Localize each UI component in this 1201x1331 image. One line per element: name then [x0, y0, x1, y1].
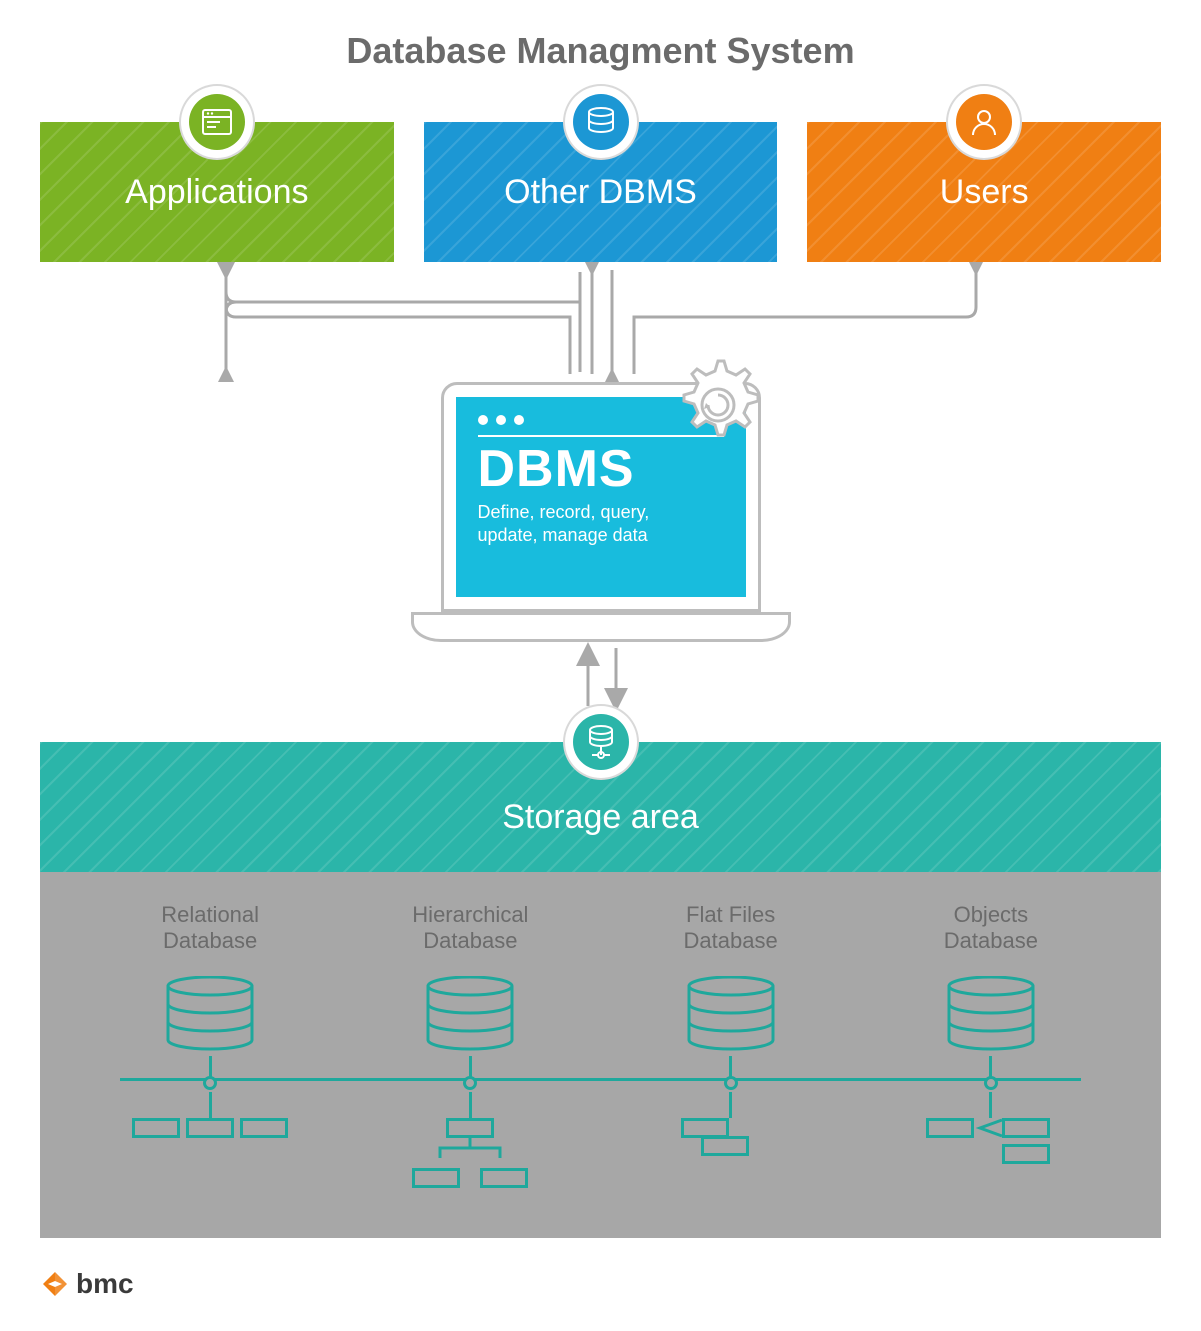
db-relational: Relational Database [100, 902, 320, 1188]
laptop-base [411, 612, 791, 642]
gear-icon [668, 355, 768, 455]
laptop-screen-frame: DBMS Define, record, query, update, mana… [441, 382, 761, 612]
user-icon [956, 94, 1012, 150]
top-boxes-row: Applications Other DBMS Users [40, 122, 1161, 262]
storage-header-label: Storage area [502, 798, 699, 837]
db-hierarchical: Hierarchical Database [360, 902, 580, 1188]
other-dbms-box: Other DBMS [424, 122, 778, 262]
bmc-logo-text: bmc [76, 1268, 134, 1300]
circle-badge [181, 86, 253, 158]
top-arrows [40, 262, 1161, 382]
applications-label: Applications [125, 173, 308, 212]
database-cylinder-icon [162, 976, 258, 1056]
dbms-subtitle: Define, record, query, update, manage da… [478, 501, 724, 548]
circle-badge [565, 86, 637, 158]
database-cylinder-icon [422, 976, 518, 1056]
database-row: Relational Database Hierarchical Databas… [80, 902, 1121, 1188]
app-window-icon [189, 94, 245, 150]
storage-db-icon [573, 714, 629, 770]
db-stack-icon [573, 94, 629, 150]
circle-badge [948, 86, 1020, 158]
database-cylinder-icon [683, 976, 779, 1056]
db-objects: Objects Database [881, 902, 1101, 1188]
db-label: Relational Database [100, 902, 320, 956]
users-box: Users [807, 122, 1161, 262]
circle-badge [565, 706, 637, 778]
mini-boxes-icon [100, 1118, 320, 1138]
db-label: Hierarchical Database [360, 902, 580, 956]
bmc-logo: bmc [40, 1268, 1161, 1300]
applications-box: Applications [40, 122, 394, 262]
diagram-title: Database Managment System [40, 30, 1161, 72]
users-label: Users [940, 173, 1029, 212]
database-cylinder-icon [943, 976, 1039, 1056]
laptop-dbms: DBMS Define, record, query, update, mana… [40, 382, 1161, 642]
db-flatfiles: Flat Files Database [621, 902, 841, 1188]
bmc-logo-icon [40, 1269, 70, 1299]
other-dbms-label: Other DBMS [504, 173, 697, 212]
storage-header: Storage area [40, 742, 1161, 872]
db-label: Flat Files Database [621, 902, 841, 956]
storage-body: Relational Database Hierarchical Databas… [40, 872, 1161, 1238]
db-label: Objects Database [881, 902, 1101, 956]
